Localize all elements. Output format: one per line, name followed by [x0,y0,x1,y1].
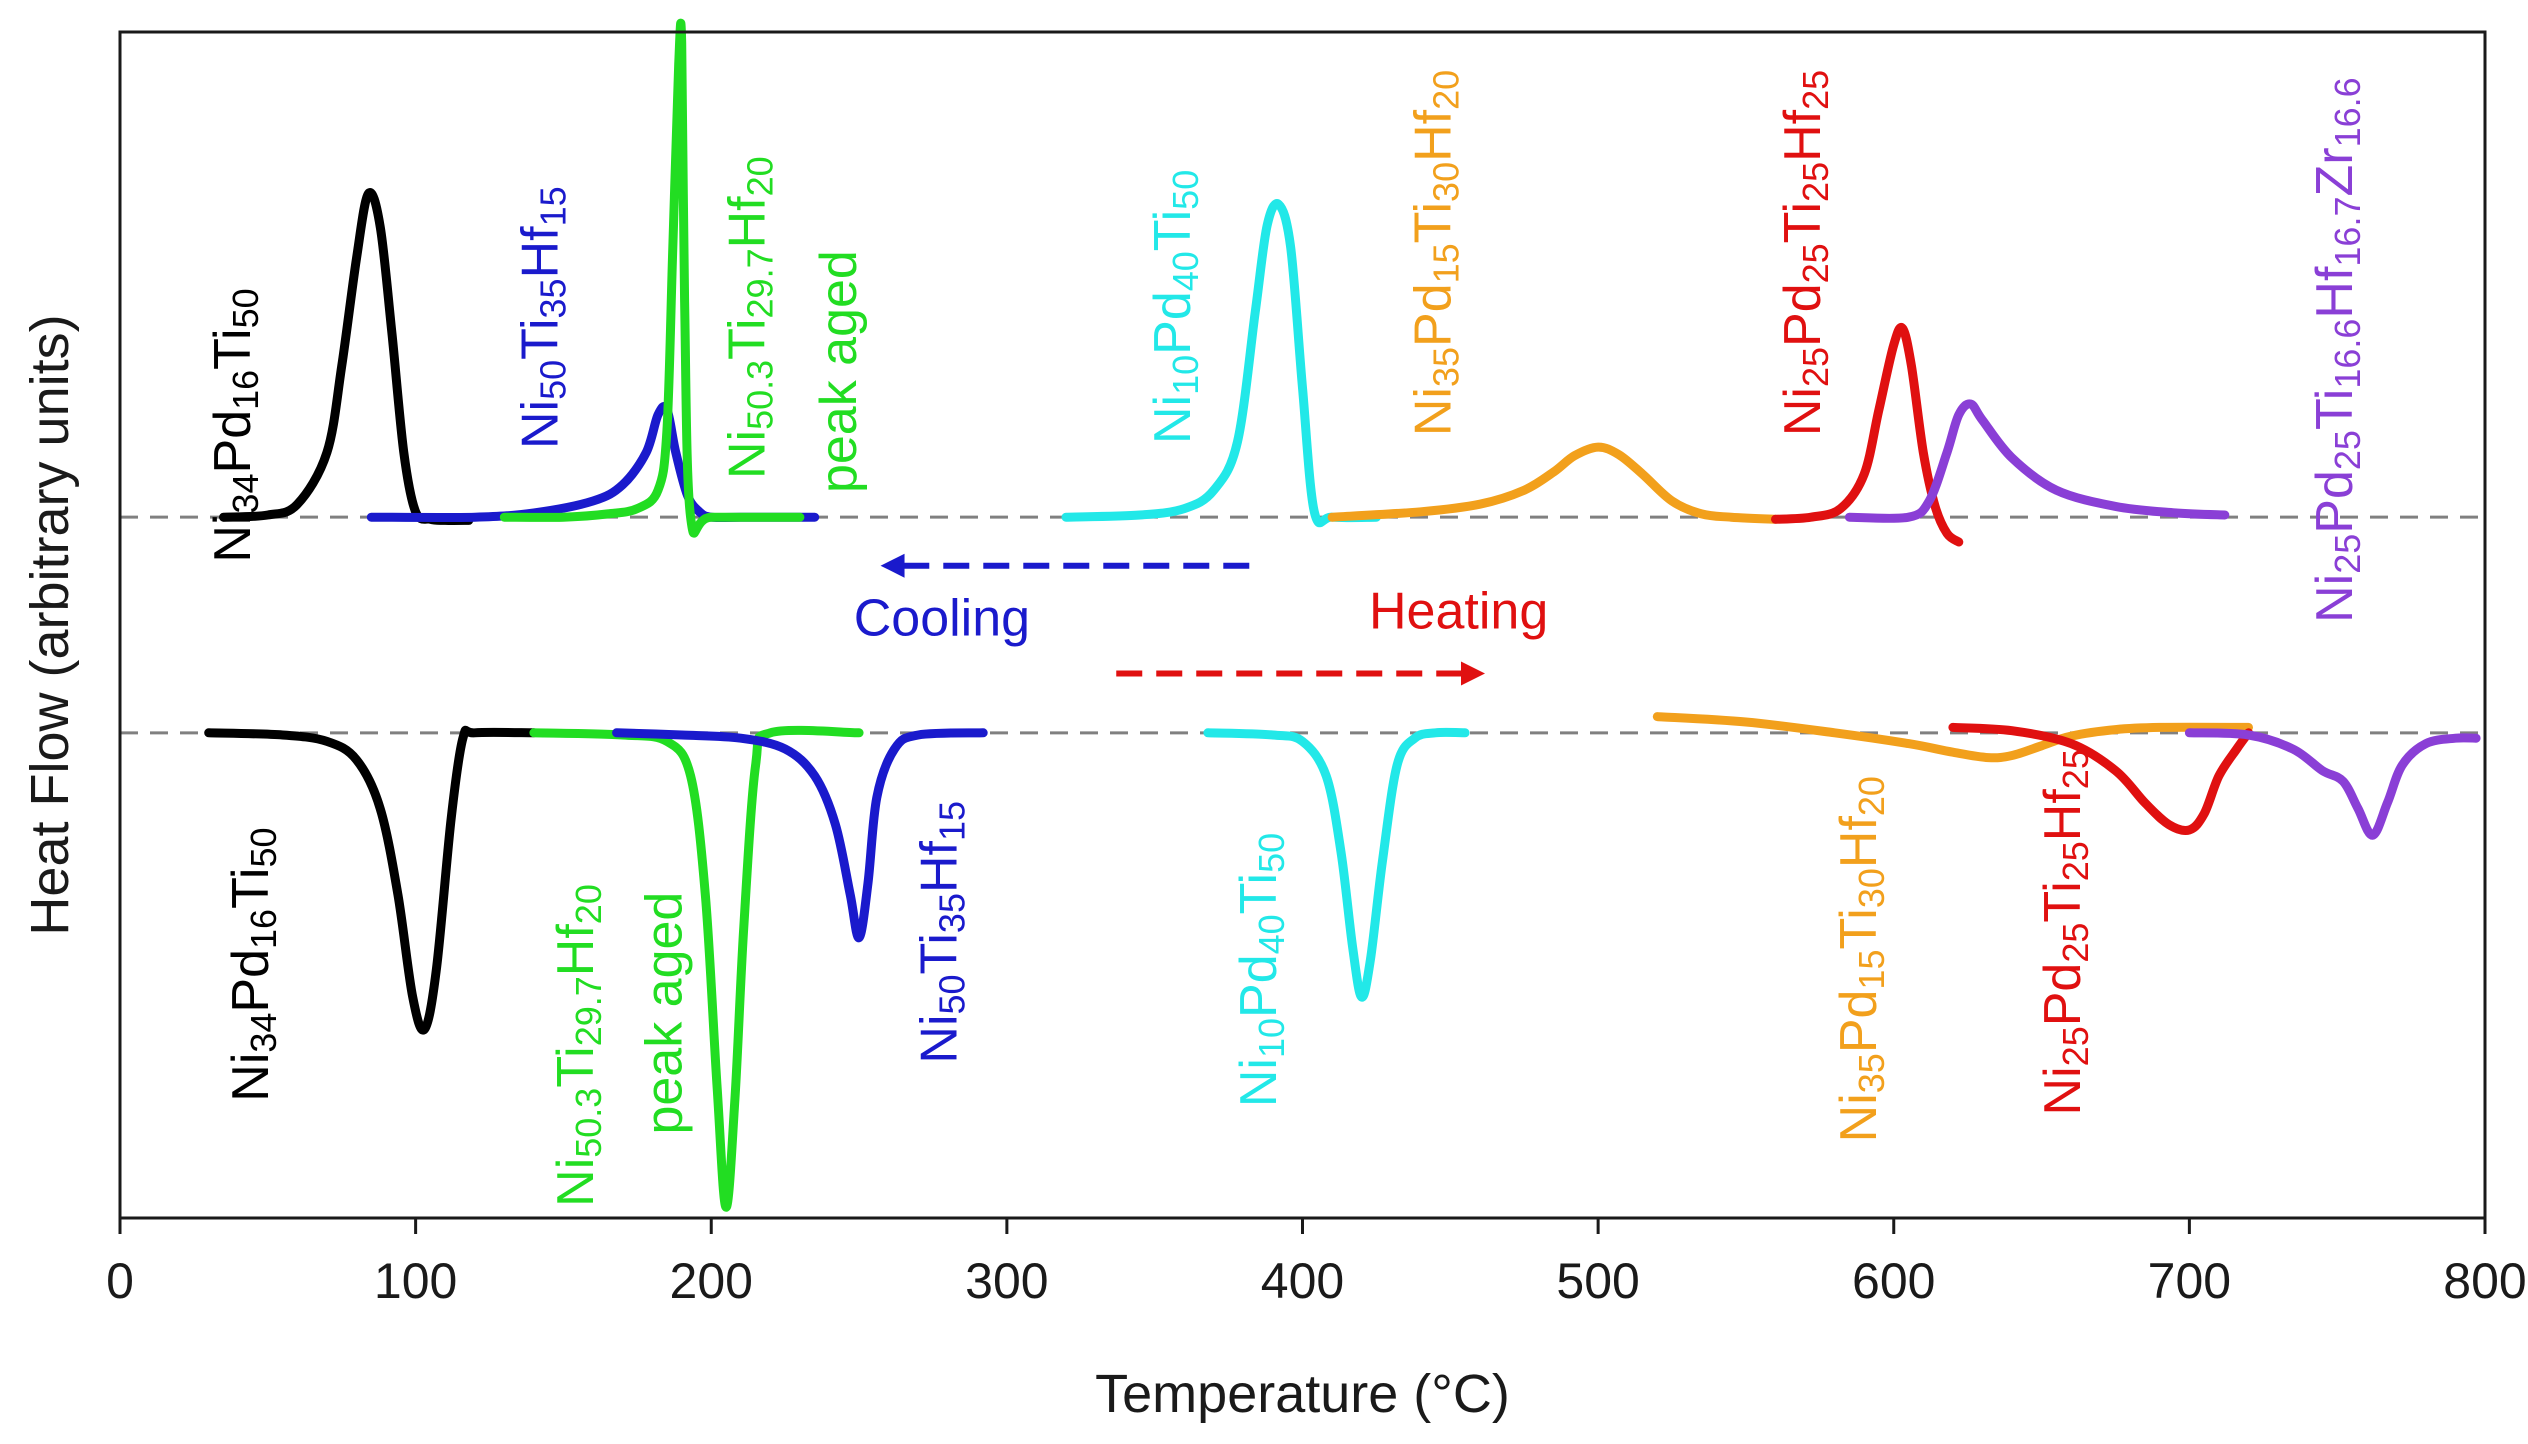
series-line-cooling-orange [1327,442,1780,524]
heating-label: Heating [1369,583,1548,641]
series-line-heating-orange [1652,712,2253,763]
series-line-heating-cyan [1203,727,1470,1002]
x-tick-label: 200 [670,1253,753,1309]
composition-label: Ni25Pd25Ti25Hf25 [1774,70,1836,436]
composition-label: Ni50.3Ti29.7Hf20 [719,156,781,479]
composition-label: Ni25Pd25Ti16.6Hf16.7Zr16.6 [2306,77,2368,623]
composition-label: Ni10Pd40Ti50 [1144,170,1206,444]
heating-arrow-head [1461,661,1486,686]
composition-label: peak aged [636,892,694,1135]
series-line-heating-red [1948,722,2253,835]
cooling-arrow-head [880,553,905,578]
composition-label: Ni34Pd16Ti50 [204,288,266,562]
series-line-cooling-cyan [1061,199,1381,528]
cooling-label: Cooling [854,590,1030,648]
series-line-cooling-red [1771,323,1964,547]
curves-group [204,18,2481,1212]
series-line-heating-purple [2184,728,2481,840]
composition-label: Ni10Pd40Ti50 [1230,833,1292,1107]
composition-label: Ni50Ti35Hf15 [911,801,973,1064]
x-tick-label: 300 [965,1253,1048,1309]
x-tick-label: 400 [1261,1253,1344,1309]
y-axis-title: Heat Flow (arbitrary units) [20,314,80,935]
composition-label: Ni50.3Ti29.7Hf20 [547,884,609,1207]
labels-group: Ni34Pd16Ti50 Ni50Ti35Hf15 Ni50.3Ti29.7Hf20… [204,70,2368,1207]
arrows-group: Cooling Heating [854,553,1548,686]
composition-label: Ni25Pd25Ti25Hf25 [2034,749,2096,1115]
composition-label: peak aged [810,250,868,493]
series-line-heating-green [529,725,864,1212]
series-line-heating-black [204,725,539,1035]
series-line-cooling-purple [1844,399,2230,523]
x-tick-label: 500 [1556,1253,1639,1309]
x-tick-label: 700 [2148,1253,2231,1309]
composition-label: Ni50Ti35Hf15 [512,186,574,449]
x-axis-ticks: 0 100 200 300 400 500 600 700 800 [106,1218,2527,1309]
composition-label: Ni34Pd16Ti50 [222,827,284,1101]
x-axis-title: Temperature (°C) [1095,1364,1510,1424]
composition-label: Ni35Pd15Ti30Hf20 [1830,776,1892,1142]
x-tick-label: 0 [106,1253,134,1309]
composition-label: Ni35Pd15Ti30Hf20 [1404,70,1466,436]
x-tick-label: 800 [2443,1253,2526,1309]
x-tick-label: 100 [374,1253,457,1309]
x-tick-label: 600 [1852,1253,1935,1309]
series-line-heating-blue [612,728,988,943]
series-line-cooling-green [499,18,805,538]
